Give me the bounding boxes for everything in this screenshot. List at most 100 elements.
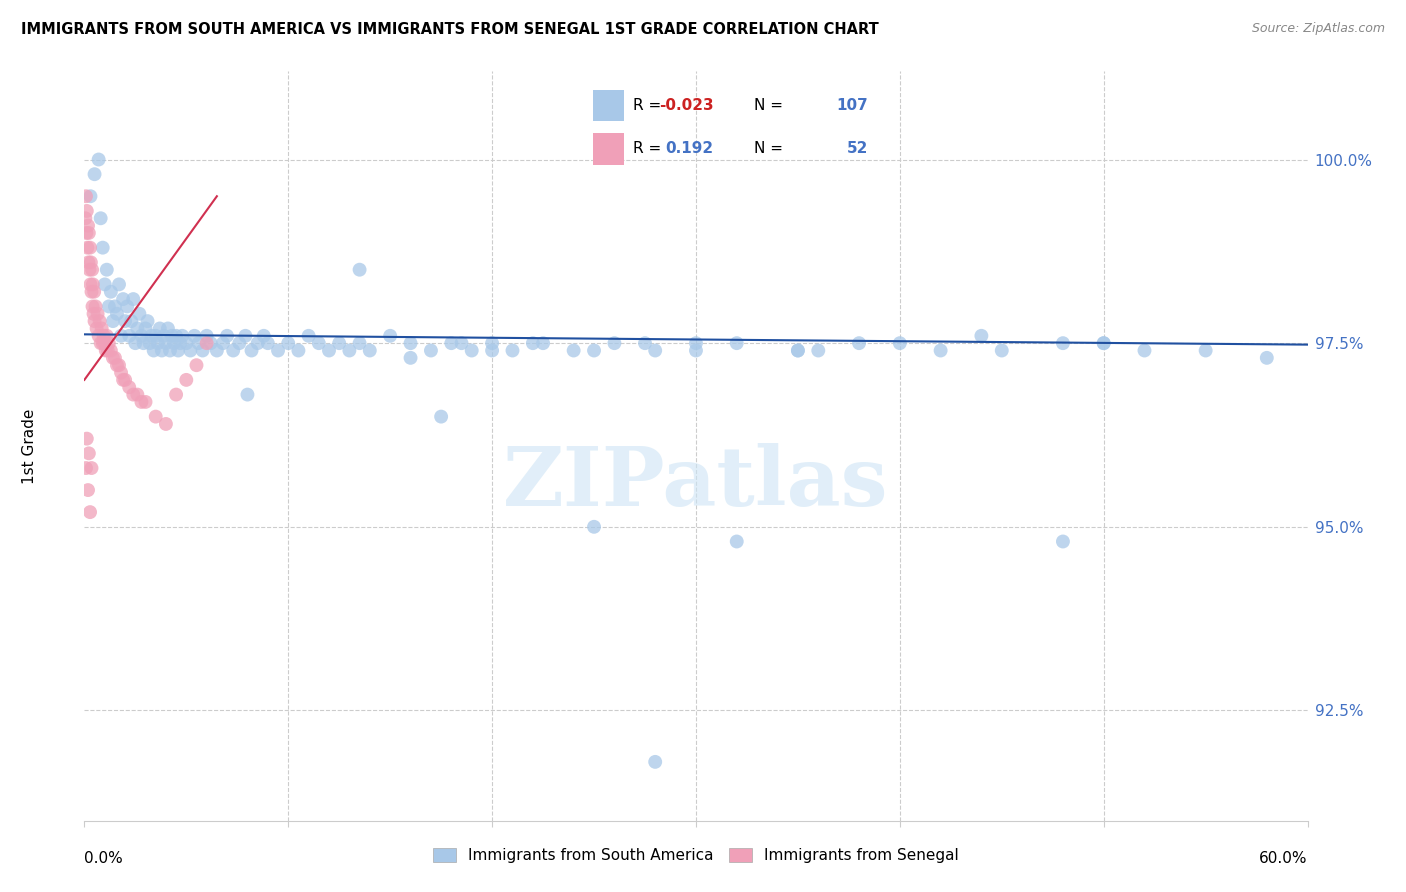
Point xyxy=(349,336,371,351)
Point xyxy=(481,336,503,351)
Point xyxy=(82,300,104,314)
Point xyxy=(135,321,157,335)
Text: N =: N = xyxy=(754,141,783,156)
Point xyxy=(195,328,218,343)
Point xyxy=(86,321,108,335)
Point xyxy=(90,211,112,226)
Point xyxy=(183,328,205,343)
Point xyxy=(328,336,350,351)
Point xyxy=(200,336,222,351)
Point xyxy=(889,336,911,351)
Point xyxy=(135,395,157,409)
Point xyxy=(235,328,257,343)
Point xyxy=(359,343,381,358)
Point xyxy=(929,343,952,358)
Point xyxy=(685,343,707,358)
Point xyxy=(685,336,707,351)
Text: IMMIGRANTS FROM SOUTH AMERICA VS IMMIGRANTS FROM SENEGAL 1ST GRADE CORRELATION C: IMMIGRANTS FROM SOUTH AMERICA VS IMMIGRA… xyxy=(21,22,879,37)
Point xyxy=(77,483,100,497)
Point xyxy=(145,328,167,343)
Point xyxy=(105,358,128,372)
Legend: Immigrants from South America, Immigrants from Senegal: Immigrants from South America, Immigrant… xyxy=(427,842,965,869)
Point xyxy=(522,336,544,351)
Point xyxy=(79,241,101,255)
Point xyxy=(169,336,191,351)
Point xyxy=(75,461,97,475)
Point xyxy=(79,277,101,292)
Point xyxy=(79,262,101,277)
Point xyxy=(83,167,105,181)
Point xyxy=(399,336,422,351)
Point xyxy=(112,292,135,306)
Point xyxy=(257,336,280,351)
Point xyxy=(644,343,666,358)
Point xyxy=(96,262,118,277)
Point xyxy=(77,219,100,233)
Point xyxy=(153,328,176,343)
Point xyxy=(128,307,150,321)
Point xyxy=(848,336,870,351)
Point xyxy=(287,343,309,358)
Point xyxy=(165,387,187,401)
Point xyxy=(502,343,524,358)
Point xyxy=(94,343,117,358)
Point xyxy=(91,241,114,255)
Point xyxy=(187,336,209,351)
Point xyxy=(163,336,186,351)
Point xyxy=(228,336,250,351)
Point xyxy=(97,300,120,314)
Point xyxy=(1052,534,1074,549)
Point xyxy=(174,336,197,351)
Point xyxy=(131,328,153,343)
Point xyxy=(114,373,136,387)
Point xyxy=(583,343,606,358)
Point xyxy=(77,255,100,269)
Point xyxy=(75,189,97,203)
Point xyxy=(114,314,136,328)
Point xyxy=(97,336,120,351)
Text: N =: N = xyxy=(754,98,783,113)
Point xyxy=(461,343,484,358)
Point xyxy=(79,189,101,203)
Point xyxy=(725,336,748,351)
Point xyxy=(122,387,145,401)
Point xyxy=(86,307,108,321)
Point xyxy=(83,314,105,328)
Point xyxy=(76,203,98,218)
Point xyxy=(100,285,122,299)
Point xyxy=(1133,343,1156,358)
Point xyxy=(145,409,167,424)
Point xyxy=(104,300,127,314)
Point xyxy=(104,351,127,365)
Point xyxy=(165,328,187,343)
Point xyxy=(146,336,169,351)
Bar xyxy=(593,89,624,121)
Point xyxy=(1052,336,1074,351)
Point xyxy=(108,358,131,372)
Point xyxy=(212,336,235,351)
Point xyxy=(420,343,443,358)
Point xyxy=(308,336,330,351)
Text: -0.023: -0.023 xyxy=(659,98,713,113)
Point xyxy=(120,314,142,328)
Point xyxy=(91,336,114,351)
Point xyxy=(222,343,245,358)
Point xyxy=(124,336,146,351)
Point xyxy=(1092,336,1115,351)
Point xyxy=(80,285,103,299)
Point xyxy=(75,226,97,240)
Point xyxy=(150,343,173,358)
Point xyxy=(87,153,110,167)
Point xyxy=(122,292,145,306)
Text: 107: 107 xyxy=(837,98,868,113)
Point xyxy=(1256,351,1278,365)
Point xyxy=(339,343,361,358)
Text: Source: ZipAtlas.com: Source: ZipAtlas.com xyxy=(1251,22,1385,36)
Point xyxy=(136,314,159,328)
Point xyxy=(160,328,183,343)
Point xyxy=(267,343,290,358)
Point xyxy=(83,307,105,321)
Point xyxy=(807,343,830,358)
Point xyxy=(80,461,103,475)
Text: 0.192: 0.192 xyxy=(665,141,713,156)
